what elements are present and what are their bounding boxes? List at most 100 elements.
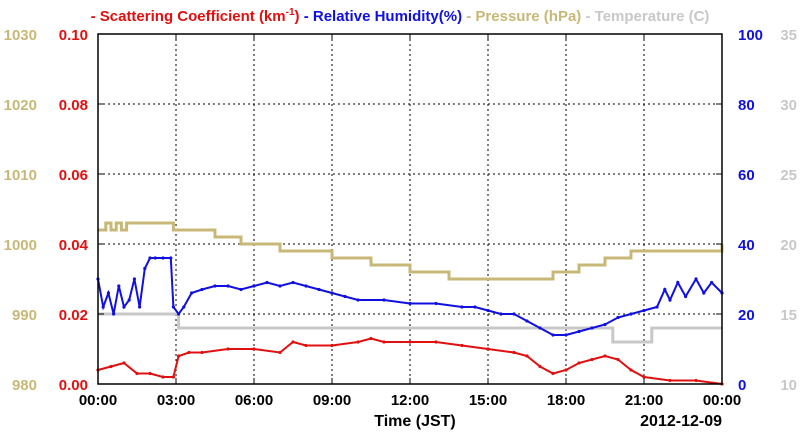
data-point-humidity [182,305,186,309]
data-point-humidity [101,305,105,309]
data-point-humidity [694,277,698,281]
legend-marker-humidity: - [300,8,313,25]
temperature-tick-label: 20 [780,237,797,254]
data-point-humidity [577,329,581,334]
data-point-humidity [710,280,714,285]
chart-grid [98,34,722,384]
data-point-humidity [343,294,347,299]
data-point-scattering [135,371,139,376]
legend-marker-temperature: - [581,8,594,25]
data-point-humidity [143,266,147,271]
scattering-tick-label: 0.04 [59,237,89,254]
data-point-scattering [148,371,152,376]
data-point-humidity [106,291,110,295]
data-point-scattering [434,340,438,344]
data-point-scattering [187,350,191,355]
x-tick-label: 03:00 [157,392,195,409]
data-point-humidity [538,326,542,330]
data-point-scattering [525,354,529,358]
data-point-humidity [200,287,204,292]
data-point-humidity [486,308,490,313]
data-point-humidity [642,308,646,313]
data-point-humidity [590,326,594,330]
pressure-tick-label: 980 [12,377,37,394]
humidity-tick-label: 0 [738,377,746,394]
humidity-tick-label: 40 [738,237,755,254]
x-tick-label: 21:00 [625,392,663,409]
pressure-tick-label: 1030 [4,27,37,44]
data-point-scattering [369,336,373,341]
data-point-humidity [278,284,282,288]
data-point-humidity [239,287,243,292]
humidity-tick-label: 60 [738,167,755,184]
humidity-tick-label: 20 [738,307,755,324]
x-axis-label: Time (JST) [374,413,456,430]
data-point-humidity [252,284,256,288]
data-point-scattering [642,375,646,379]
data-point-humidity [330,291,334,295]
data-point-humidity [265,280,269,285]
data-point-humidity [408,301,412,306]
data-point-humidity [226,284,230,288]
data-point-scattering [551,371,555,376]
data-point-humidity [112,312,116,316]
data-point-scattering [538,364,542,369]
data-point-humidity [629,312,633,316]
scattering-tick-label: 0.02 [59,307,88,324]
data-point-scattering [122,361,126,365]
data-point-humidity [132,277,136,281]
data-point-humidity [655,305,659,309]
data-point-humidity [153,256,157,260]
data-point-humidity [434,301,438,306]
legend-scattering-superscript: -1 [286,7,295,18]
tick-labels: 00:00 03:00 06:00 09:00 12:00 15:00 18:00 21:00… [4,27,797,409]
series-line-temperature [98,312,722,344]
data-point-scattering [177,354,181,358]
data-point-scattering [668,378,672,383]
data-point-scattering [629,368,633,372]
legend-marker-scattering: - [91,8,100,25]
x-tick-label: 00:00 [79,392,117,409]
data-point-scattering [161,375,165,379]
temperature-tick-label: 30 [780,97,797,114]
data-point-humidity [127,298,131,302]
data-point-scattering [109,364,113,369]
data-point-humidity [138,305,142,309]
date-label: 2012-12-09 [640,413,722,430]
data-point-humidity [161,256,165,260]
data-point-humidity [304,284,308,288]
data-point-scattering [616,357,620,362]
humidity-tick-label: 80 [738,97,755,114]
data-point-humidity [684,294,688,299]
scattering-tick-label: 0.08 [59,97,88,114]
data-point-humidity [169,256,173,260]
data-point-humidity [663,287,667,292]
data-point-scattering [408,340,412,344]
data-point-humidity [117,284,121,288]
data-point-humidity [676,280,680,285]
data-point-humidity [551,333,555,337]
data-point-humidity [291,280,295,285]
data-point-scattering [564,368,568,372]
scattering-tick-label: 0.00 [59,377,88,394]
data-point-scattering [226,347,230,351]
data-point-humidity [190,291,194,295]
temperature-tick-label: 25 [780,167,797,184]
temperature-tick-label: 35 [780,27,797,44]
data-point-humidity [213,284,217,288]
data-point-scattering [603,354,607,358]
data-point-scattering [460,343,464,348]
temperature-tick-label: 15 [780,307,797,324]
data-point-scattering [694,378,698,383]
legend-scattering: Scattering Coefficient (km [100,8,286,25]
data-point-scattering [486,347,490,351]
pressure-tick-label: 1020 [4,97,37,114]
data-point-humidity [460,305,464,309]
pressure-tick-label: 990 [12,307,37,324]
series-line-humidity [97,257,723,336]
series-line-pressure [98,221,724,281]
data-point-scattering [171,375,175,379]
data-point-humidity [499,312,503,316]
data-point-humidity [603,322,607,327]
